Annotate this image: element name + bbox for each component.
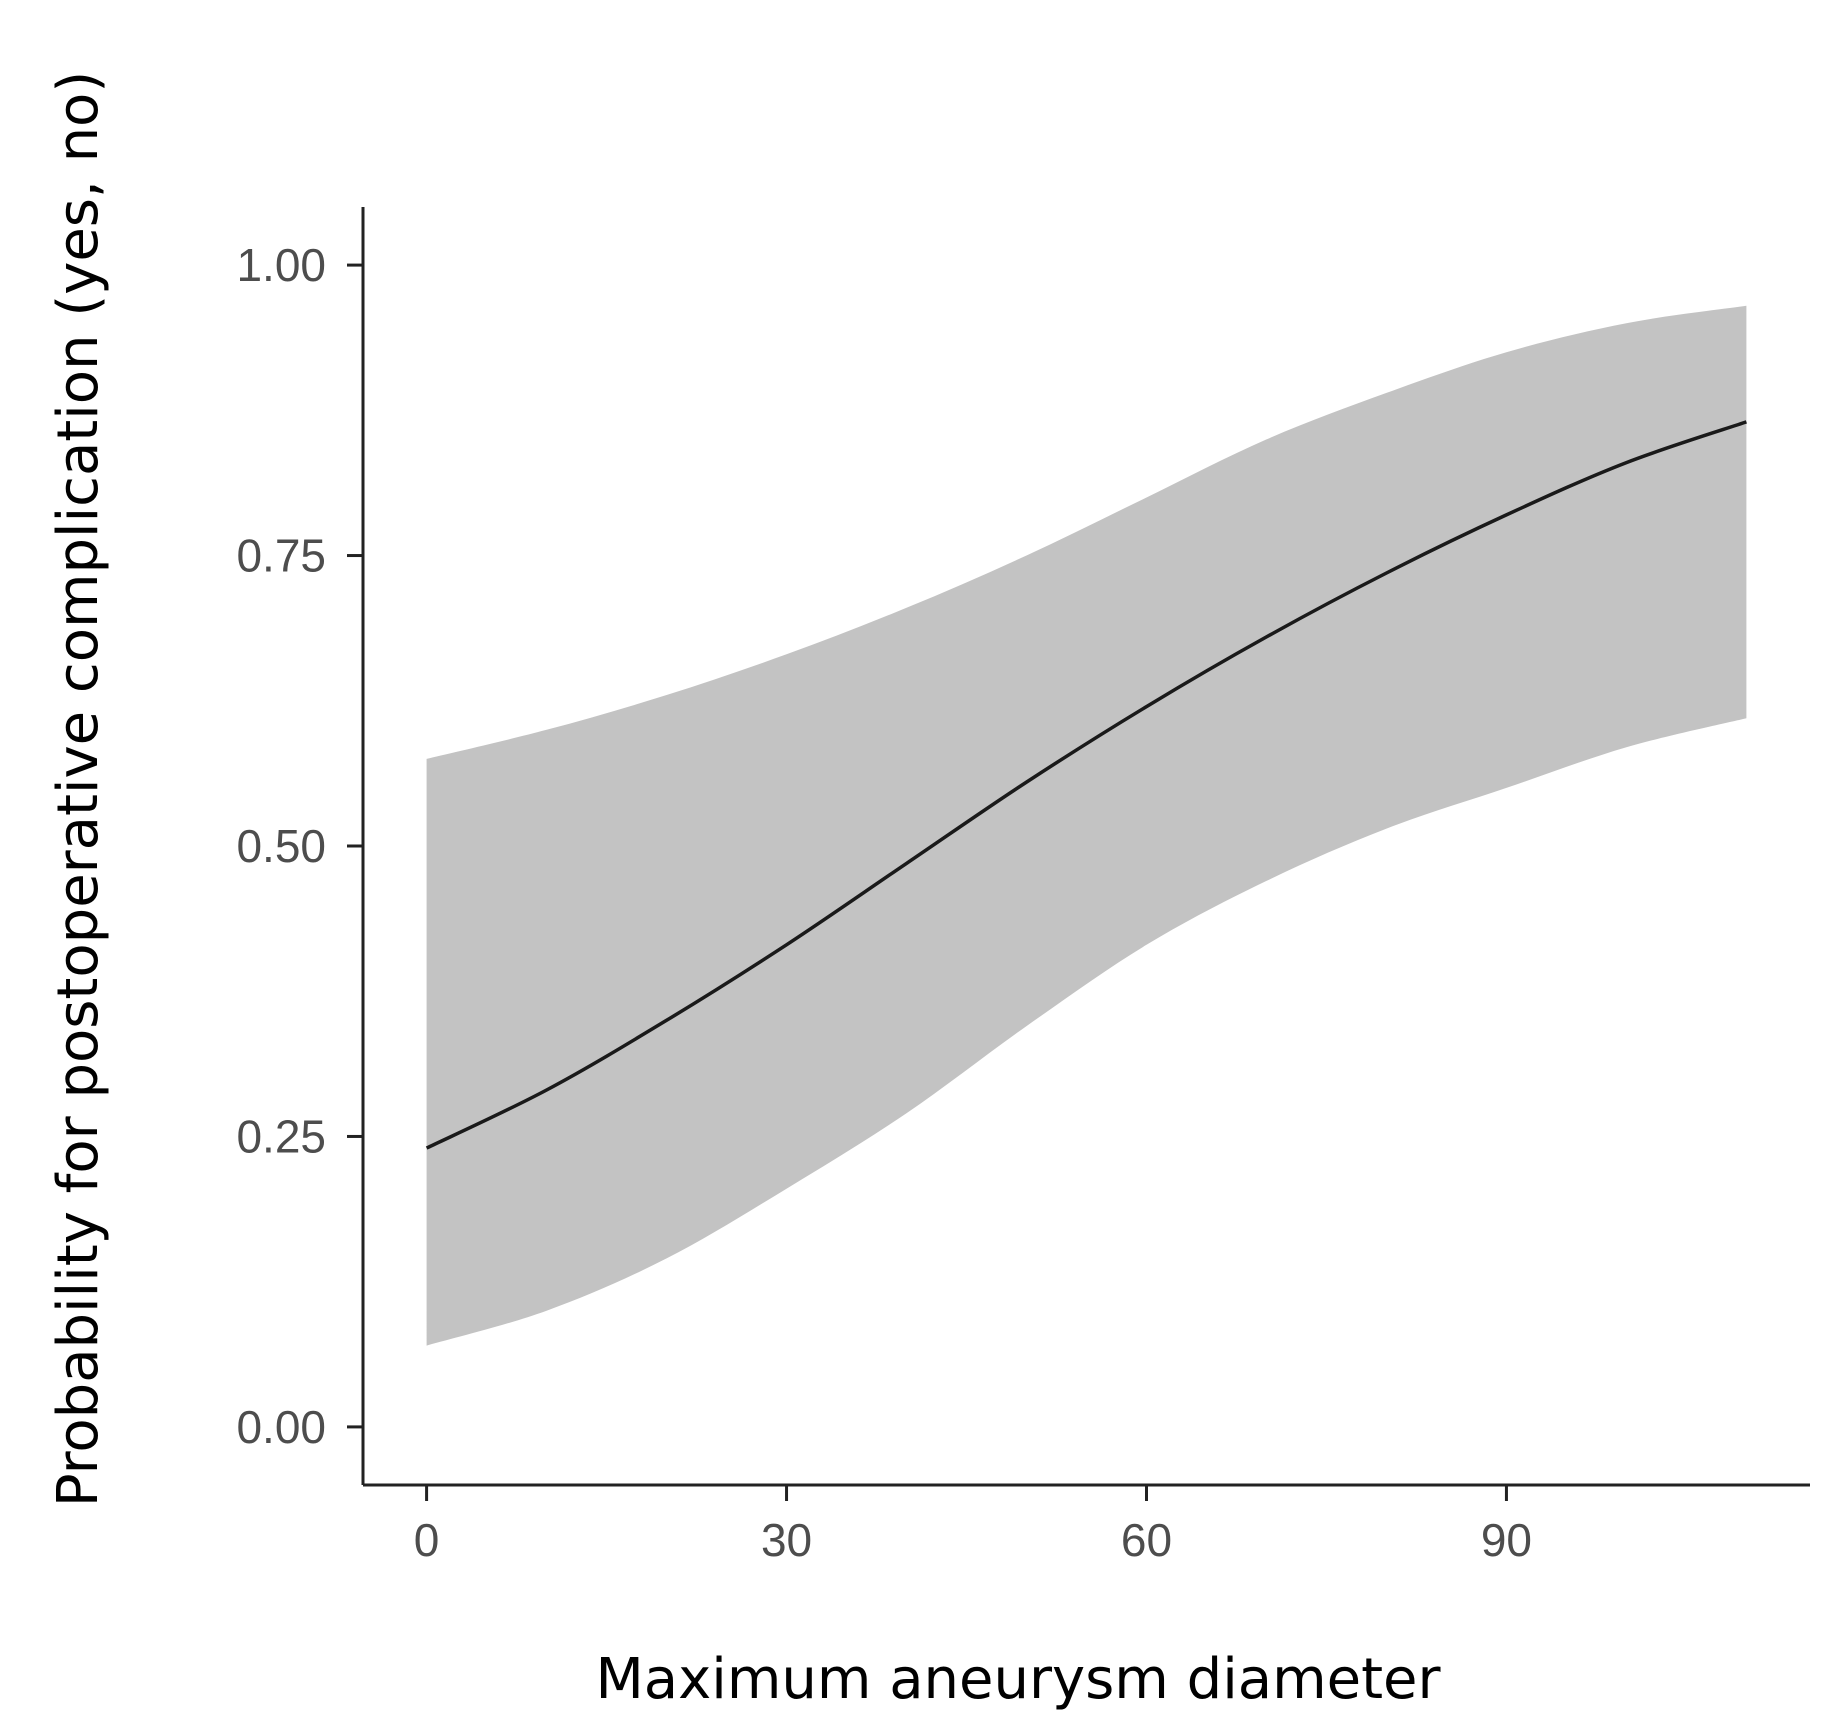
confidence-band [426, 305, 1747, 1346]
x-tick-label: 60 [1121, 1514, 1172, 1566]
confidence-band-layer [426, 305, 1747, 1346]
y-tick-label: 0.75 [236, 530, 326, 582]
x-axis-title: Maximum aneurysm diameter [595, 1647, 1441, 1712]
y-tick-label: 1.00 [236, 239, 326, 291]
y-axis-title: Probability for postoperative complicati… [46, 71, 111, 1507]
y-tick-label: 0.00 [236, 1401, 326, 1453]
fit-line-layer [425, 420, 1747, 1150]
x-tick-label: 0 [414, 1514, 440, 1566]
ticks-layer: 0.00 0.25 0.50 0.75 1.00 0 30 60 90 [236, 239, 1532, 1566]
y-tick-label: 0.50 [236, 820, 326, 872]
y-tick-label: 0.25 [236, 1110, 326, 1162]
x-tick-label: 90 [1481, 1514, 1532, 1566]
x-tick-label: 30 [761, 1514, 812, 1566]
fitted-probability-line [425, 420, 1747, 1150]
